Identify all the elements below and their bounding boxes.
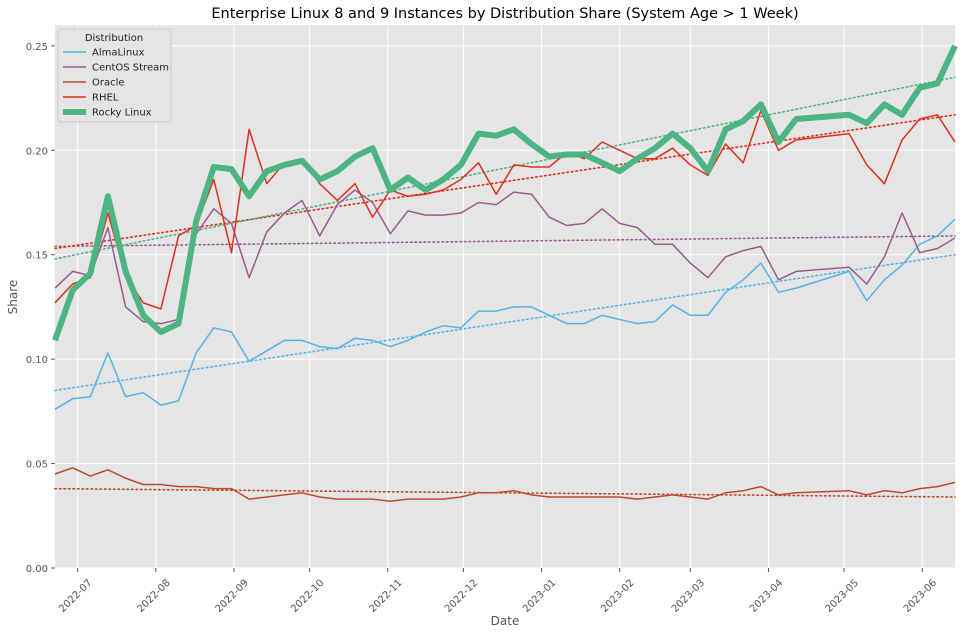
legend-label: RHEL [92, 93, 119, 104]
y-tick-label: 0.20 [26, 146, 48, 157]
x-tick-label: 2022-09 [214, 578, 251, 615]
y-axis-label: Share [6, 280, 20, 315]
legend-title: Distribution [85, 33, 143, 44]
series-line [54, 467, 956, 502]
legend: Distribution AlmaLinux CentOS Stream Oracl… [57, 28, 172, 123]
legend-label: CentOS Stream [92, 63, 169, 74]
x-tick-label: 2022-07 [57, 578, 94, 615]
trend-line [54, 114, 956, 250]
legend-box [57, 28, 172, 123]
legend-label: Oracle [92, 78, 125, 89]
trend-line [54, 235, 956, 248]
series-lines [52, 44, 958, 502]
x-tick-label: 2022-10 [289, 578, 326, 615]
y-axis-ticks: 0.00 0.05 0.10 0.15 0.20 0.25 [26, 42, 55, 575]
trend-line [54, 487, 956, 498]
y-tick-label: 0.25 [26, 42, 48, 53]
x-axis-ticks: 2022-07 2022-08 2022-09 2022-10 2022-11 2022-… [57, 568, 939, 615]
legend-items: AlmaLinux CentOS Stream Oracle RHEL Rocky Li… [63, 48, 169, 119]
series-line [52, 44, 958, 342]
x-tick-label: 2023-01 [521, 578, 558, 615]
trend-line [54, 253, 956, 392]
series-line [54, 218, 956, 410]
legend-label: Rocky Linux [92, 108, 152, 119]
series-line [54, 189, 956, 325]
x-tick-label: 2022-11 [367, 578, 404, 615]
x-tick-label: 2023-03 [670, 578, 707, 615]
trend-line [54, 76, 956, 260]
x-axis-label: Date [491, 614, 520, 628]
x-tick-label: 2023-04 [748, 578, 785, 615]
x-tick-label: 2023-05 [824, 578, 861, 615]
x-tick-label: 2023-02 [599, 578, 636, 615]
trend-lines [54, 76, 956, 498]
legend-label: AlmaLinux [92, 48, 145, 59]
y-tick-label: 0.10 [26, 355, 48, 366]
y-tick-label: 0.05 [26, 460, 48, 471]
chart-title: Enterprise Linux 8 and 9 Instances by Di… [211, 6, 798, 22]
y-tick-label: 0.15 [26, 251, 48, 262]
y-tick-label: 0.00 [26, 564, 48, 575]
x-tick-label: 2023-06 [902, 578, 939, 615]
x-tick-label: 2022-08 [135, 578, 172, 615]
x-tick-label: 2022-12 [443, 578, 480, 615]
